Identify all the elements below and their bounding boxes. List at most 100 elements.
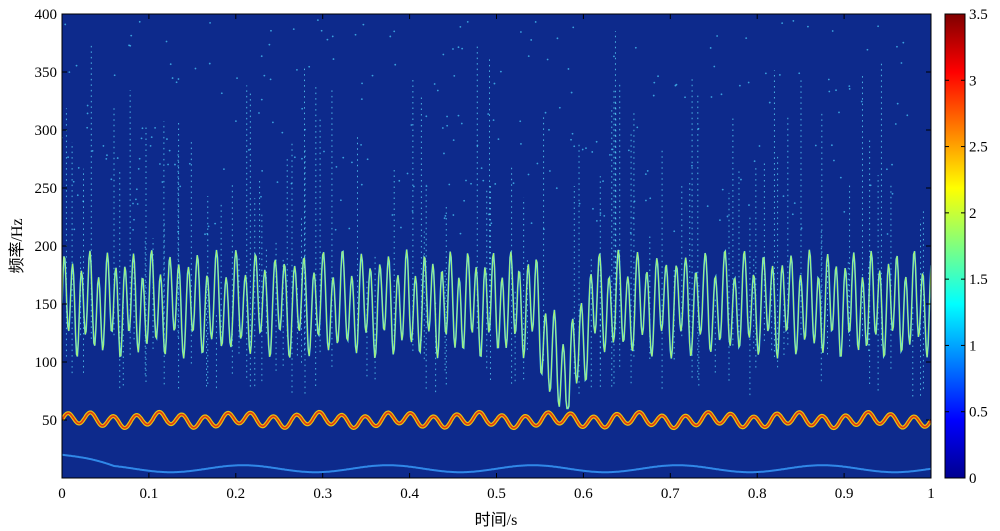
speckle-dot — [361, 82, 363, 85]
speckle-dot — [138, 20, 141, 23]
speckle-dot — [411, 210, 414, 212]
speckle-dot — [159, 163, 161, 165]
speckle-dot — [592, 207, 594, 210]
speckle-dot — [270, 29, 272, 32]
x-tick-label: 0.1 — [140, 486, 159, 502]
speckle-dot — [613, 55, 615, 58]
speckle-dot — [549, 170, 551, 172]
speckle-dot — [360, 183, 363, 186]
x-tick-label: 0.9 — [835, 486, 854, 502]
speckle-dot — [791, 213, 794, 216]
speckle-dot — [263, 74, 266, 77]
speckle-dot — [571, 132, 574, 135]
speckle-dot — [339, 199, 342, 202]
speckle-dot — [410, 124, 413, 126]
speckle-dot — [709, 47, 712, 49]
speckle-dot — [154, 126, 156, 129]
speckle-dot — [657, 75, 659, 78]
speckle-dot — [248, 149, 250, 151]
speckle-dot — [360, 143, 362, 146]
speckle-dot — [519, 120, 522, 123]
speckle-dot — [105, 158, 108, 160]
speckle-dot — [113, 74, 116, 77]
speckle-dot — [595, 219, 598, 222]
speckle-dot — [72, 180, 75, 183]
speckle-dot — [209, 21, 211, 24]
speckle-dot — [838, 111, 840, 114]
speckle-dot — [827, 78, 830, 81]
speckle-dot — [161, 181, 164, 183]
speckle-dot — [652, 94, 655, 97]
speckle-dot — [894, 123, 897, 125]
speckle-dot — [457, 46, 460, 49]
speckle-dot — [326, 38, 329, 41]
speckle-dot — [235, 120, 237, 123]
speckle-dot — [493, 82, 496, 85]
speckle-dot — [603, 214, 606, 217]
speckle-dot — [649, 197, 652, 200]
speckle-dot — [76, 194, 79, 197]
speckle-dot — [886, 168, 888, 171]
speckle-dot — [527, 173, 530, 176]
speckle-dot — [260, 55, 263, 58]
speckle-dot — [839, 176, 842, 179]
speckle-dot — [848, 85, 851, 88]
speckle-dot — [75, 64, 78, 67]
speckle-dot — [497, 138, 500, 141]
fundamental-ridge-inner — [62, 411, 931, 429]
speckle-dot — [512, 182, 515, 185]
speckle-dot — [869, 184, 872, 187]
speckle-dot — [461, 47, 464, 50]
speckle-dot — [331, 35, 334, 38]
speckle-dot — [891, 163, 893, 166]
speckle-dot — [814, 144, 817, 147]
speckle-dot — [492, 119, 495, 122]
speckle-dot — [860, 100, 863, 103]
speckle-dot — [102, 145, 105, 147]
speckle-dot — [149, 144, 152, 147]
speckle-dot — [412, 185, 415, 188]
speckle-dot — [578, 202, 581, 205]
speckle-dot — [400, 226, 402, 229]
speckle-dot — [792, 20, 795, 22]
speckle-dot — [710, 96, 713, 98]
speckle-dot — [64, 23, 67, 26]
x-tick-label: 0.3 — [313, 486, 332, 502]
band-ridge-yellow — [62, 249, 931, 409]
speckle-dot — [320, 29, 323, 32]
speckle-dot — [86, 112, 89, 115]
speckle-dot — [530, 222, 533, 225]
colorbar-tick-label: 0.5 — [969, 405, 988, 421]
speckle-dot — [442, 53, 445, 56]
speckle-dot — [581, 148, 584, 151]
x-axis: 0 0.1 0.2 0.3 0.4 0.5 0.6 0.7 0.8 0.9 1 — [58, 14, 935, 502]
speckle-dot — [460, 122, 463, 125]
speckle-dot — [260, 195, 262, 198]
speckle-dot — [214, 222, 217, 225]
speckle-dot — [520, 31, 522, 33]
speckle-dot — [77, 167, 80, 169]
speckle-dot — [276, 181, 279, 183]
speckle-dot — [544, 111, 547, 114]
speckle-dot — [441, 127, 444, 129]
speckle-dot — [807, 25, 809, 28]
speckle-dot — [174, 163, 176, 166]
speckle-dot — [499, 70, 502, 73]
speckle-dot — [342, 156, 345, 159]
speckle-dot — [91, 150, 94, 152]
y-tick-label: 50 — [42, 413, 57, 429]
speckle-dot — [629, 231, 632, 234]
speckle-dot — [443, 217, 446, 220]
speckle-dot — [116, 157, 119, 159]
speckle-dot — [721, 188, 724, 191]
speckle-dot — [747, 81, 750, 84]
speckle-dot — [866, 48, 869, 51]
speckle-dot — [436, 89, 439, 92]
speckle-dot — [902, 41, 905, 44]
speckle-dot — [204, 233, 206, 236]
speckle-dot — [740, 178, 742, 181]
speckle-dot — [572, 26, 575, 29]
speckle-dot — [281, 131, 284, 134]
colorbar-tick-label: 2 — [969, 206, 977, 222]
